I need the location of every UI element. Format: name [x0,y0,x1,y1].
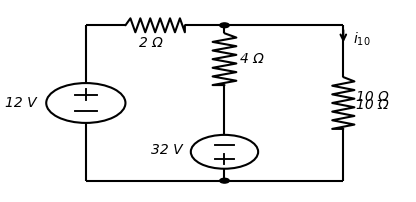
Text: 10 Ω: 10 Ω [356,98,389,112]
Text: 12 V: 12 V [5,96,36,110]
Text: 4 Ω: 4 Ω [240,52,263,66]
Circle shape [220,23,229,28]
Text: 32 V: 32 V [151,143,183,157]
Text: 10 Ω: 10 Ω [356,90,389,104]
Text: 2 Ω: 2 Ω [139,36,163,50]
Circle shape [220,178,229,183]
Text: $i_{10}$: $i_{10}$ [353,31,371,48]
